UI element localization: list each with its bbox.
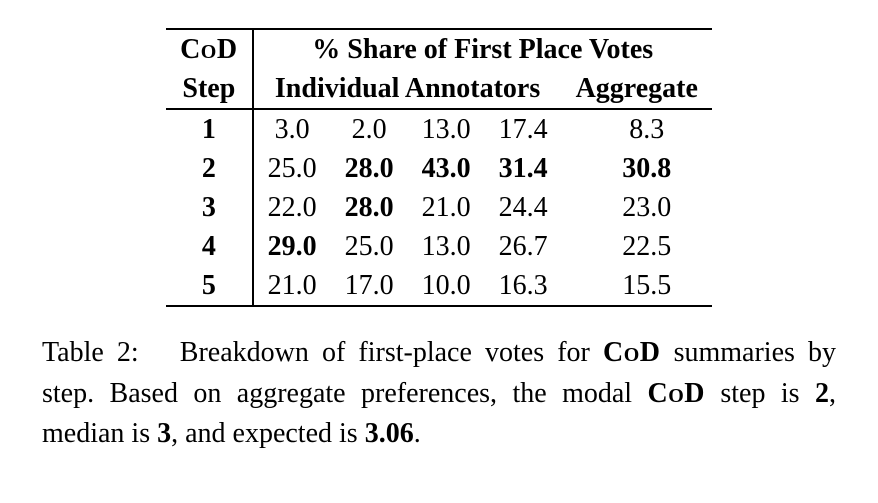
annotator-cell: 21.0 [253,266,331,306]
annotator-cell: 17.4 [485,109,562,149]
table-row: 429.025.013.026.722.5 [166,227,712,266]
caption-cod-2: CoD [647,378,705,409]
annotator-cell: 29.0 [253,227,331,266]
annotator-cell: 13.0 [408,227,485,266]
col-header-cod: CoD [166,29,253,69]
annotator-cell: 25.0 [331,227,408,266]
caption-median: 3 [157,418,171,449]
annotator-cell: 17.0 [331,266,408,306]
table-row: 225.028.043.031.430.8 [166,149,712,188]
caption-text: Table 2: Breakdown of first-place votes … [42,337,603,368]
caption-modal: 2 [815,378,829,409]
aggregate-cell: 22.5 [562,227,712,266]
caption-text: . [414,418,421,449]
annotator-cell: 28.0 [331,149,408,188]
caption-cod-1: CoD [603,337,661,368]
annotator-cell: 13.0 [408,109,485,149]
step-cell: 2 [166,149,253,188]
caption-text: , and expected is [171,418,365,449]
annotator-cell: 28.0 [331,188,408,227]
table-caption: Table 2: Breakdown of first-place votes … [42,333,836,455]
annotator-cell: 31.4 [485,149,562,188]
aggregate-cell: 23.0 [562,188,712,227]
annotator-cell: 16.3 [485,266,562,306]
aggregate-cell: 15.5 [562,266,712,306]
annotator-cell: 3.0 [253,109,331,149]
annotator-cell: 21.0 [408,188,485,227]
aggregate-cell: 30.8 [562,149,712,188]
table-row: 521.017.010.016.315.5 [166,266,712,306]
aggregate-cell: 8.3 [562,109,712,149]
annotator-cell: 22.0 [253,188,331,227]
annotator-cell: 26.7 [485,227,562,266]
col-header-span: % Share of First Place Votes [253,29,712,69]
annotator-cell: 10.0 [408,266,485,306]
annotator-cell: 2.0 [331,109,408,149]
step-cell: 5 [166,266,253,306]
cod-label: CoD [180,34,238,65]
votes-table: CoD % Share of First Place Votes Step In… [166,28,712,307]
table-row: 322.028.021.024.423.0 [166,188,712,227]
annotator-cell: 43.0 [408,149,485,188]
annotator-cell: 25.0 [253,149,331,188]
annotator-cell: 24.4 [485,188,562,227]
col-header-aggregate: Aggregate [562,69,712,109]
step-cell: 4 [166,227,253,266]
step-cell: 3 [166,188,253,227]
step-cell: 1 [166,109,253,149]
caption-expected: 3.06 [365,418,414,449]
col-header-step: Step [166,69,253,109]
caption-text: step is [705,378,815,409]
col-header-individual: Individual Annotators [253,69,562,109]
table-row: 13.02.013.017.48.3 [166,109,712,149]
